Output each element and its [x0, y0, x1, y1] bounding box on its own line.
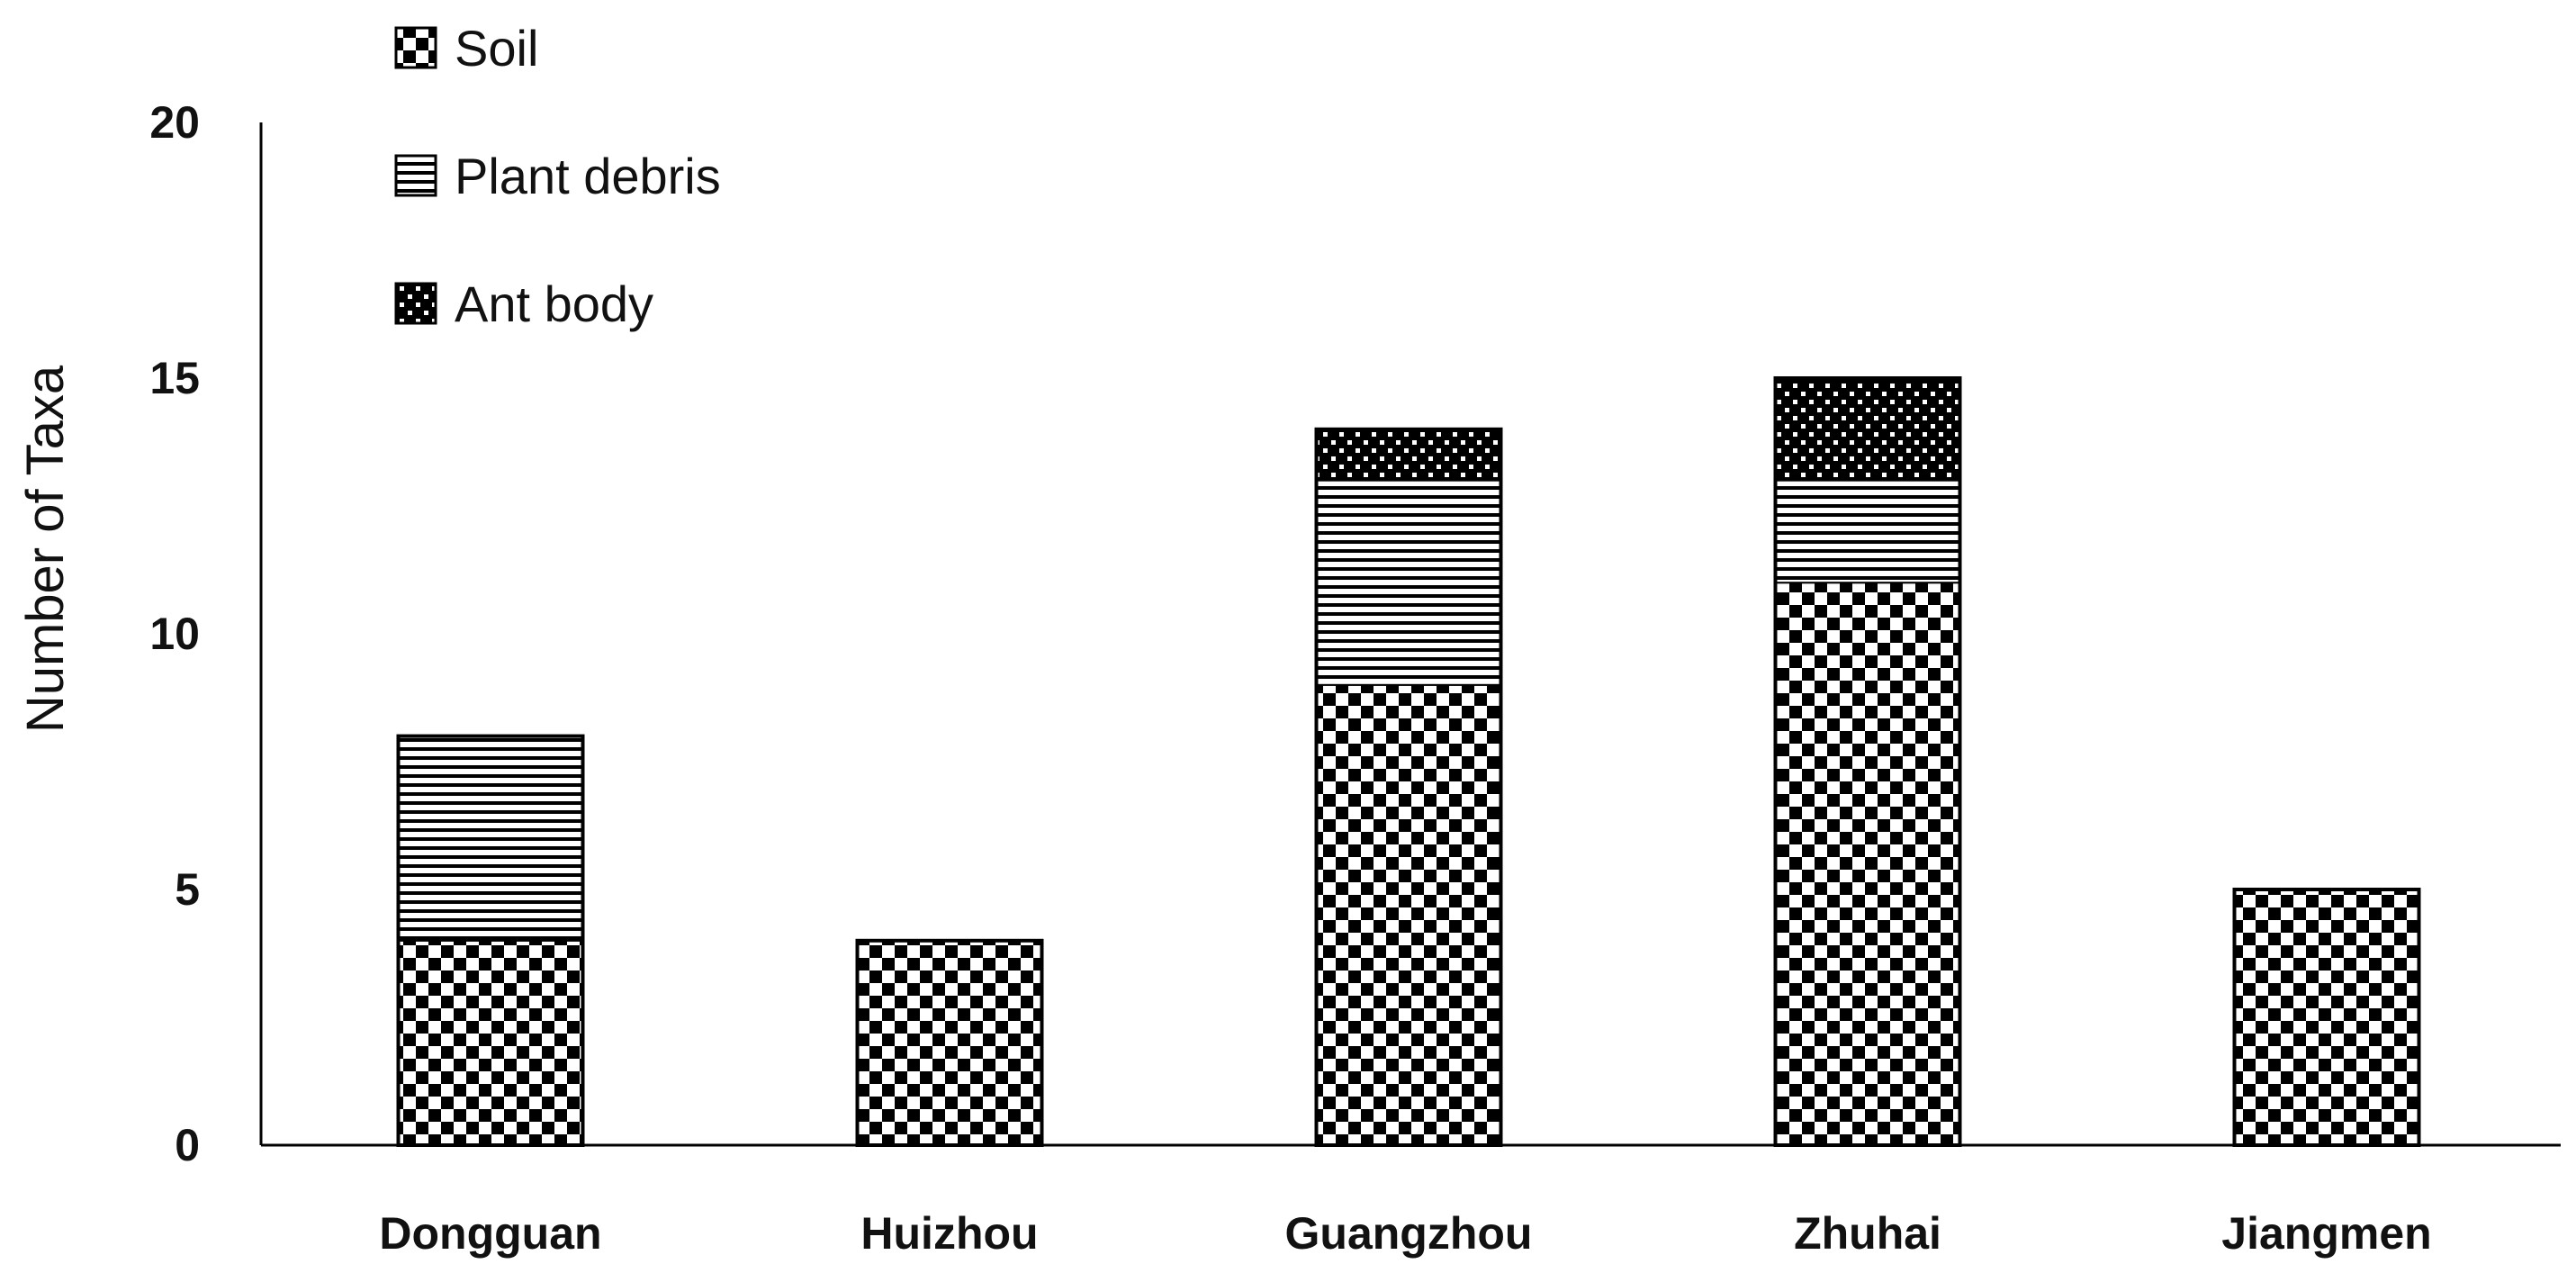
bars [396, 376, 2421, 1148]
bar-outline [396, 734, 585, 1147]
y-tick-label: 20 [149, 97, 200, 148]
y-tick-label: 5 [175, 864, 200, 915]
bar-segment [1774, 479, 1961, 584]
y-axis-title: Number of Taxa [16, 365, 75, 733]
y-tick-label: 15 [149, 353, 200, 403]
bar-segment [1315, 683, 1502, 1146]
legend-label: Ant body [455, 275, 653, 332]
bar-segment [397, 735, 584, 942]
x-category-label: Guangzhou [1285, 1208, 1533, 1259]
legend-label: Soil [455, 20, 538, 77]
bar-segment [1315, 428, 1502, 482]
bar-segment [2233, 889, 2420, 1146]
legend-swatch [394, 282, 437, 325]
x-category-label: Huizhou [860, 1208, 1038, 1259]
x-category-label: Dongguan [379, 1208, 601, 1259]
legend-swatch [394, 26, 437, 69]
bar-outline [1314, 427, 1503, 1147]
bar-segment [397, 939, 584, 1147]
x-categories: Dongguan Huizhou Guangzhou Zhuhai Jiangmen [379, 1208, 2431, 1259]
bar-segment [856, 939, 1043, 1147]
y-tick-label: 0 [175, 1120, 200, 1170]
y-tick-label: 10 [149, 609, 200, 659]
bar-outline [855, 938, 1044, 1148]
y-ticks: 0 5 10 15 20 [149, 97, 200, 1170]
bar-segment [1774, 582, 1961, 1146]
x-category-label: Zhuhai [1794, 1208, 1941, 1259]
bar-outline [2232, 888, 2421, 1147]
bar-segment [1774, 377, 1961, 482]
x-category-label: Jiangmen [2221, 1208, 2431, 1259]
bar-segment [1315, 479, 1502, 686]
legend-swatch [394, 154, 437, 197]
legend-label: Plant debris [455, 148, 721, 204]
legend: Soil Plant debris Ant body [394, 20, 721, 332]
bar-outline [1773, 376, 1962, 1147]
